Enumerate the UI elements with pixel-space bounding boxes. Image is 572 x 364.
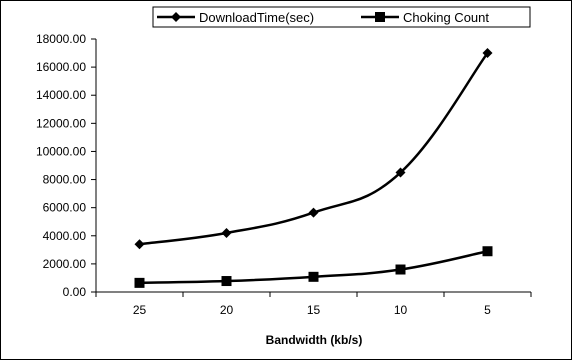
data-point-square <box>308 271 319 282</box>
data-point-diamond <box>482 48 493 59</box>
data-point-diamond <box>134 239 145 250</box>
data-point-square <box>395 264 406 275</box>
legend-marker-diamond <box>171 12 181 22</box>
legend-marker-square <box>375 12 385 22</box>
data-point-square <box>134 277 145 288</box>
y-tick-label: 14000.00 <box>36 88 86 102</box>
data-point-square <box>482 246 493 257</box>
legend-label: Choking Count <box>403 10 489 25</box>
x-axis-title: Bandwidth (kb/s) <box>266 333 363 347</box>
y-tick-label: 12000.00 <box>36 116 86 130</box>
y-tick-label: 18000.00 <box>36 32 86 46</box>
y-axis: 0.00 2000.00 4000.00 6000.00 8000.00 10000.00… <box>36 32 97 299</box>
data-point-square <box>221 276 232 287</box>
y-tick-label: 10000.00 <box>36 144 86 158</box>
y-tick-label: 4000.00 <box>43 229 87 243</box>
x-tick-label: 5 <box>484 303 491 317</box>
data-point-diamond <box>221 227 232 238</box>
legend-box <box>152 6 531 28</box>
series-1 <box>134 246 493 288</box>
y-tick-label: 8000.00 <box>43 173 87 187</box>
y-tick-label: 6000.00 <box>43 201 87 215</box>
series-layer <box>134 48 493 288</box>
x-tick-label: 25 <box>133 303 147 317</box>
x-tick-label: 10 <box>394 303 408 317</box>
y-tick-label: 16000.00 <box>36 60 86 74</box>
y-tick-label: 0.00 <box>63 285 87 299</box>
legend: DownloadTime(sec) Choking Count <box>152 6 531 28</box>
legend-item-1: Choking Count <box>361 10 489 25</box>
y-tick-label: 2000.00 <box>43 257 87 271</box>
series-0 <box>134 48 493 250</box>
series-line <box>139 52 489 246</box>
x-tick-label: 20 <box>220 303 234 317</box>
data-point-diamond <box>308 207 319 218</box>
legend-label: DownloadTime(sec) <box>199 10 314 25</box>
x-axis: 25 20 15 10 5 <box>95 291 532 317</box>
x-tick-label: 15 <box>307 303 321 317</box>
legend-item-0: DownloadTime(sec) <box>157 10 314 25</box>
data-point-diamond <box>395 167 406 178</box>
